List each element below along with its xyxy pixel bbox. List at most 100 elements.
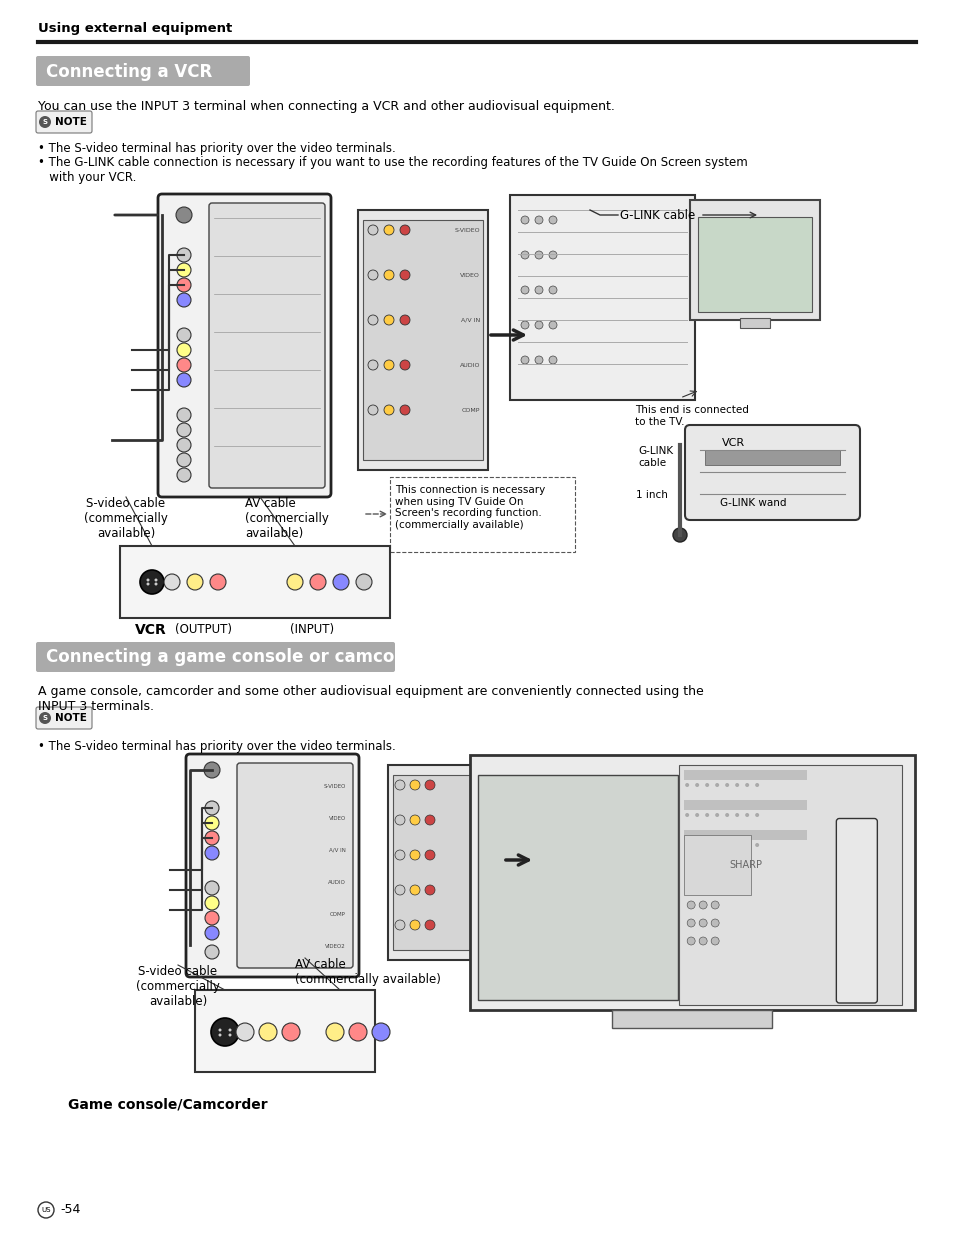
Circle shape [704,783,708,787]
Bar [477,776,678,1000]
FancyBboxPatch shape [209,203,325,488]
Circle shape [177,343,191,357]
Circle shape [744,783,748,787]
Circle shape [395,885,405,895]
Circle shape [548,251,557,259]
Circle shape [695,844,699,847]
Circle shape [177,278,191,291]
Circle shape [282,1023,299,1041]
Bar [683,800,805,810]
Circle shape [395,850,405,860]
Text: You can use the INPUT 3 terminal when connecting a VCR and other audiovisual equ: You can use the INPUT 3 terminal when co… [38,100,615,112]
Bar [194,990,375,1072]
Circle shape [686,919,695,927]
Text: A game console, camcorder and some other audiovisual equipment are conveniently : A game console, camcorder and some other… [38,685,703,713]
Circle shape [755,813,759,818]
FancyBboxPatch shape [36,111,91,133]
Circle shape [695,783,699,787]
Circle shape [735,844,739,847]
Circle shape [548,356,557,364]
Circle shape [399,270,410,280]
Circle shape [177,329,191,342]
Circle shape [424,920,435,930]
Circle shape [204,762,220,778]
Circle shape [424,781,435,790]
Circle shape [147,583,150,585]
Circle shape [535,287,542,294]
Text: AUDIO: AUDIO [328,879,346,884]
Circle shape [177,424,191,437]
Text: 1 inch: 1 inch [636,490,667,500]
Circle shape [755,844,759,847]
Circle shape [154,583,157,585]
Circle shape [384,315,394,325]
Circle shape [672,529,686,542]
Circle shape [535,321,542,329]
Text: S: S [43,119,48,125]
Circle shape [520,251,529,259]
Circle shape [205,846,219,860]
Circle shape [695,813,699,818]
Circle shape [218,1034,221,1036]
Circle shape [715,844,719,847]
Text: VIDEO2: VIDEO2 [325,944,346,948]
Text: S-video cable
(commercially
available): S-video cable (commercially available) [84,496,168,540]
Circle shape [395,781,405,790]
Text: • The S-video terminal has priority over the video terminals.: • The S-video terminal has priority over… [38,142,395,156]
Circle shape [744,813,748,818]
Circle shape [384,225,394,235]
Circle shape [349,1023,367,1041]
FancyBboxPatch shape [158,194,331,496]
Circle shape [39,713,51,724]
Text: This end is connected
to the TV.: This end is connected to the TV. [635,405,748,426]
Circle shape [205,816,219,830]
Bar [740,317,769,329]
Circle shape [410,885,419,895]
Circle shape [384,359,394,370]
Text: S-video cable
(commercially
available): S-video cable (commercially available) [136,965,220,1008]
FancyBboxPatch shape [36,706,91,729]
Circle shape [154,578,157,582]
Circle shape [744,844,748,847]
Circle shape [258,1023,276,1041]
Circle shape [205,897,219,910]
Circle shape [177,453,191,467]
Text: Game console/Camcorder: Game console/Camcorder [68,1098,268,1112]
Circle shape [410,920,419,930]
Bar [704,450,840,466]
Text: US: US [41,1207,51,1213]
Circle shape [39,116,51,128]
FancyBboxPatch shape [684,425,859,520]
Circle shape [326,1023,344,1041]
Text: VCR: VCR [721,438,744,448]
FancyBboxPatch shape [186,755,358,977]
Circle shape [424,815,435,825]
Bar [393,776,497,950]
Circle shape [210,574,226,590]
Text: • The G-LINK cable connection is necessary if you want to use the recording feat: • The G-LINK cable connection is necessa… [38,156,747,184]
Text: AV cable
(commercially available): AV cable (commercially available) [294,958,440,986]
Circle shape [410,781,419,790]
Bar [683,835,750,895]
Circle shape [535,216,542,224]
Circle shape [164,574,180,590]
Circle shape [715,813,719,818]
Circle shape [177,408,191,422]
Circle shape [684,813,688,818]
Text: A/V IN: A/V IN [329,847,346,852]
Text: This connection is necessary
when using TV Guide On
Screen's recording function.: This connection is necessary when using … [395,485,545,530]
Circle shape [520,287,529,294]
Circle shape [395,815,405,825]
Circle shape [368,270,377,280]
Text: S: S [43,715,48,721]
Text: S-VIDEO: S-VIDEO [454,227,479,232]
Circle shape [177,358,191,372]
FancyBboxPatch shape [836,819,877,1003]
Circle shape [333,574,349,590]
Circle shape [399,359,410,370]
Circle shape [710,902,719,909]
Circle shape [548,321,557,329]
Text: COMP: COMP [461,408,479,412]
Circle shape [520,356,529,364]
Circle shape [699,937,706,945]
